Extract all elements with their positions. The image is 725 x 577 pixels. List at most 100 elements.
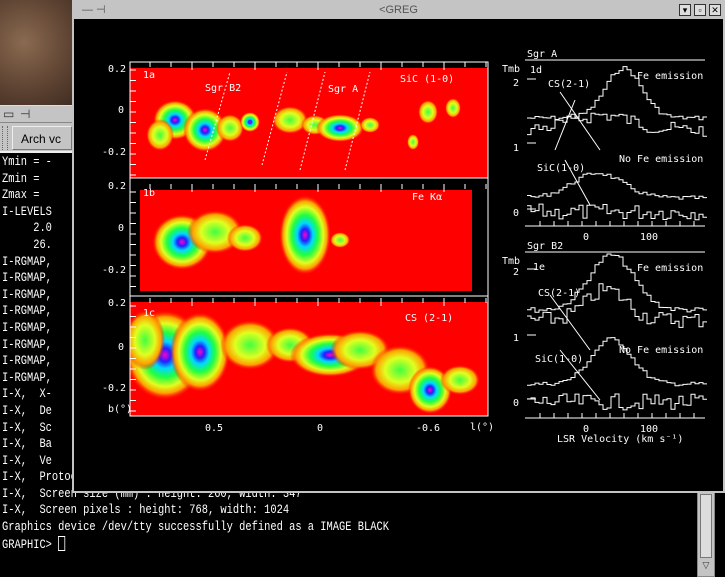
emission-blob xyxy=(316,114,364,142)
cs-label: CS(2-1) xyxy=(538,288,580,299)
spectrum-line xyxy=(527,393,707,411)
terminal-line: I-LEVELS xyxy=(2,203,52,219)
spectrum-source-sgr-b2: Sgr B2 xyxy=(527,241,563,252)
terminal-line: Zmin = xyxy=(2,170,40,186)
xtick: 100 xyxy=(640,424,658,435)
xtick: 0 xyxy=(583,424,589,435)
maximize-icon[interactable]: ▫ xyxy=(694,4,706,16)
terminal-line: I-RGMAP, xyxy=(2,369,52,385)
emission-blob xyxy=(146,119,174,151)
fe-emission-label: Fe emission xyxy=(637,71,703,82)
ytick: 0.2 xyxy=(108,181,126,192)
pin-icon[interactable]: ⊣ xyxy=(20,107,31,121)
ytick: 0 xyxy=(513,398,519,409)
ytick: 0 xyxy=(118,105,124,116)
panel-1c-label: 1c xyxy=(143,308,155,319)
spectrum-line xyxy=(527,112,707,137)
spectrum-line xyxy=(527,253,707,313)
emission-blob xyxy=(279,195,331,275)
label-leader-line xyxy=(554,99,576,151)
panel-1e-label: 1e xyxy=(533,262,545,273)
terminal-line: I-X, X- xyxy=(2,386,52,402)
scrollbar-thumb[interactable] xyxy=(700,494,712,558)
boundary-line xyxy=(261,71,288,166)
ytick: -0.2 xyxy=(102,147,126,158)
emission-blob xyxy=(407,134,419,150)
terminal-line: I-RGMAP, xyxy=(2,270,52,286)
emission-blob xyxy=(130,310,165,370)
ytick: 2 xyxy=(513,267,519,278)
minimize-icon[interactable]: ▾ xyxy=(679,4,691,16)
sic-label: SiC(1-0) xyxy=(535,354,583,365)
ytick: 1 xyxy=(513,333,519,344)
terminal-line: 2.0 xyxy=(2,220,52,236)
terminal-scrollbar[interactable]: ▽ xyxy=(697,491,715,577)
tmb-label: Tmb xyxy=(502,256,520,267)
cs-line-label: CS (2-1) xyxy=(405,313,453,324)
label-leader-line xyxy=(564,159,591,206)
cursor xyxy=(58,535,66,551)
emission-blob xyxy=(440,365,480,395)
no-fe-emission-label: No Fe emission xyxy=(619,345,703,356)
terminal-line: I-X, Sc xyxy=(2,419,52,435)
emission-blob xyxy=(360,117,380,133)
ytick: 0 xyxy=(118,342,124,353)
ytick: -0.2 xyxy=(102,383,126,394)
terminal-line: I-X, Ba xyxy=(2,436,52,452)
emission-blob xyxy=(445,98,461,118)
cs-label: CS(2-1) xyxy=(548,79,590,90)
greg-titlebar[interactable]: — ⊣ <GREG ▾ ▫ ✕ xyxy=(74,2,723,19)
ytick: 0 xyxy=(118,223,124,234)
ytick: 0.2 xyxy=(108,64,126,75)
boundary-line xyxy=(344,71,371,171)
terminal-line: I-X, De xyxy=(2,402,52,418)
sgr-a-label: Sgr A xyxy=(328,84,358,95)
boundary-line xyxy=(299,71,326,171)
toolbar-grip[interactable] xyxy=(2,126,8,150)
label-leader-line xyxy=(559,349,601,401)
terminal-line: I-RGMAP, xyxy=(2,336,52,352)
terminal-line: Zmax = xyxy=(2,187,40,203)
terminal-line: I-RGMAP, xyxy=(2,253,52,269)
y-axis-label: b(°) xyxy=(108,404,132,415)
close-icon[interactable]: ✕ xyxy=(709,4,721,16)
panel-1a-label: 1a xyxy=(143,70,155,81)
xtick: 0.5 xyxy=(205,423,223,434)
fe-kalpha-label: Fe Kα xyxy=(412,192,442,203)
desktop-background xyxy=(0,0,80,106)
sic-label: SiC(1-0) xyxy=(537,163,585,174)
spectrum-line xyxy=(527,172,707,200)
window-menu-pin-icon[interactable]: — ⊣ xyxy=(82,4,106,16)
panel-1d-label: 1d xyxy=(530,65,542,76)
ytick: 1 xyxy=(513,143,519,154)
sgr-b2-label: Sgr B2 xyxy=(205,83,241,94)
spectrum-source-sgr-a: Sgr A xyxy=(527,49,557,60)
label-leader-line xyxy=(549,294,591,351)
scroll-down-arrow-icon[interactable]: ▽ xyxy=(702,560,710,570)
emission-blob xyxy=(183,108,227,152)
spectrum-line xyxy=(527,337,707,387)
ytick: 0 xyxy=(513,208,519,219)
terminal-line: I-RGMAP, xyxy=(2,286,52,302)
arch-button[interactable]: Arch vc xyxy=(12,126,72,150)
emission-blob xyxy=(272,106,308,134)
fe-emission-label: Fe emission xyxy=(637,263,703,274)
ytick: -0.2 xyxy=(102,265,126,276)
ytick: 2 xyxy=(513,78,519,89)
xtick: 0 xyxy=(583,232,589,243)
spectrum-line xyxy=(527,203,707,221)
terminal-output[interactable]: Ymin = - Zmin = Zmax = I-LEVELS 2.0 26. … xyxy=(2,154,486,553)
emission-blob xyxy=(216,114,244,142)
terminal-line: I-X, Ve xyxy=(2,452,52,468)
prompt-line[interactable]: GRAPHIC> xyxy=(2,535,389,554)
terminal-line: Ymin = - xyxy=(2,154,52,169)
ytick: 0.2 xyxy=(108,298,126,309)
window-menu-icon[interactable]: ▭ xyxy=(3,107,15,121)
xtick: -0.6 xyxy=(416,423,440,434)
tmb-label: Tmb xyxy=(502,64,520,75)
emission-blob xyxy=(240,112,260,132)
prompt: GRAPHIC> xyxy=(2,536,59,552)
terminal-line: I-RGMAP, xyxy=(2,303,52,319)
emission-blob xyxy=(220,320,280,370)
